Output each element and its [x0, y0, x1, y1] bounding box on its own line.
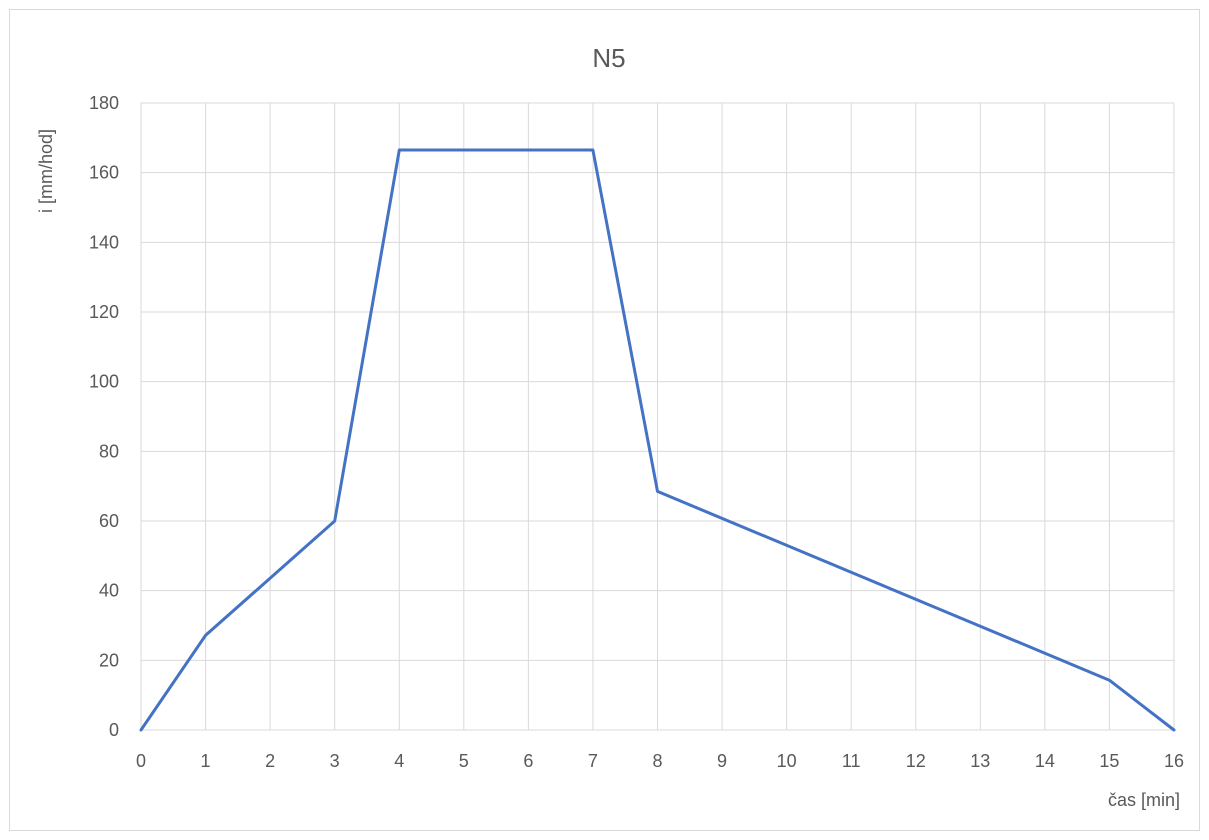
x-tick-label: 3: [330, 751, 340, 771]
x-axis-label: čas [min]: [1108, 790, 1180, 810]
y-tick-label: 60: [99, 511, 119, 531]
x-tick-label: 2: [265, 751, 275, 771]
x-tick-label: 10: [777, 751, 797, 771]
x-tick-label: 8: [652, 751, 662, 771]
x-tick-label: 4: [394, 751, 404, 771]
y-tick-label: 180: [89, 93, 119, 113]
chart-frame: [9, 9, 1200, 831]
grid: [140, 102, 1175, 731]
x-tick-label: 5: [459, 751, 469, 771]
x-tick-label: 15: [1099, 751, 1119, 771]
y-tick-label: 100: [89, 372, 119, 392]
x-axis-ticks: 0 1 2 3 4 5 6 7 8 9 10 11 12 13 14 15 16: [136, 751, 1184, 771]
x-tick-label: 9: [717, 751, 727, 771]
y-axis-ticks: 0 20 40 60 80 100 120 140 160 180: [89, 93, 119, 740]
x-tick-label: 7: [588, 751, 598, 771]
y-axis-label: i [mm/hod]: [36, 129, 56, 213]
x-tick-label: 6: [523, 751, 533, 771]
x-tick-label: 13: [970, 751, 990, 771]
y-tick-label: 120: [89, 302, 119, 322]
x-tick-label: 0: [136, 751, 146, 771]
x-tick-label: 1: [201, 751, 211, 771]
y-tick-label: 40: [99, 581, 119, 601]
series-line: [139, 148, 1176, 732]
y-tick-label: 0: [109, 720, 119, 740]
y-tick-label: 140: [89, 232, 119, 252]
y-tick-label: 80: [99, 441, 119, 461]
y-tick-label: 20: [99, 650, 119, 670]
series-group: [139, 148, 1176, 732]
chart-title: N5: [592, 43, 625, 73]
y-tick-label: 160: [89, 163, 119, 183]
x-tick-label: 14: [1035, 751, 1055, 771]
x-tick-label: 11: [842, 751, 861, 771]
x-tick-label: 12: [906, 751, 926, 771]
x-tick-label: 16: [1164, 751, 1184, 771]
